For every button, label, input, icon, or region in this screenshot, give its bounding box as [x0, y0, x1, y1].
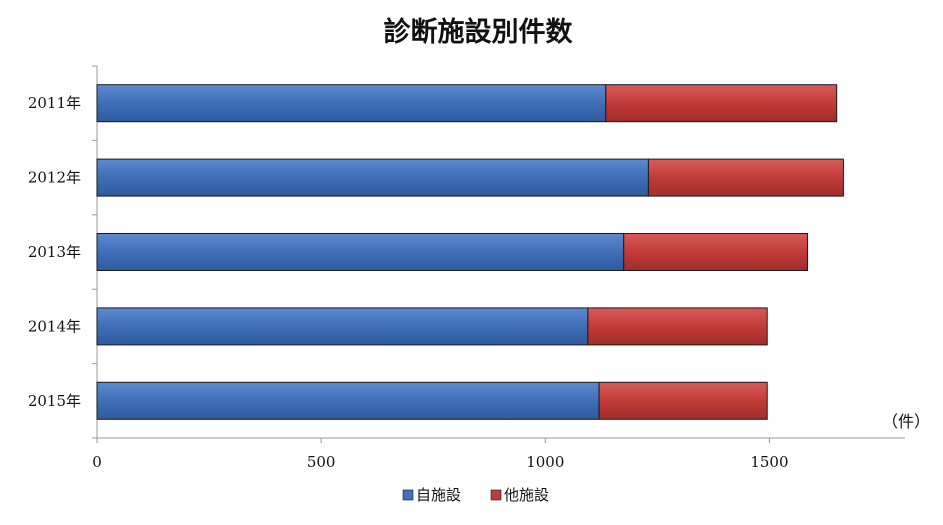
category-label: 2011年: [28, 94, 81, 112]
x-tick-label: 500: [307, 453, 336, 471]
bar-self: [96, 233, 625, 271]
bar-self: [96, 307, 589, 346]
plot-area: 0 500 1000 1500 2011年 2012年 2013年 2014年 2015年: [28, 65, 905, 471]
category-label: 2015年: [28, 392, 81, 410]
legend: 自施設 他施設: [402, 486, 549, 504]
bar-other: [587, 307, 768, 346]
bar-other: [647, 158, 844, 197]
legend-label: 他施設: [504, 486, 549, 504]
bar-self: [96, 158, 649, 197]
legend-swatch: [490, 489, 502, 501]
legend-label: 自施設: [416, 486, 461, 504]
bar-other: [598, 381, 768, 420]
x-tick-label: 1500: [750, 453, 788, 471]
x-tick-label: 0: [92, 453, 102, 471]
category-label: 2014年: [28, 317, 81, 335]
x-tick-label: 1000: [526, 453, 564, 471]
chart-title: 診断施設別件数: [384, 16, 574, 48]
legend-swatch: [402, 489, 414, 501]
bar-other: [605, 84, 838, 123]
unit-label: （件）: [882, 412, 930, 431]
category-label: 2012年: [28, 169, 81, 187]
bar-self: [96, 381, 600, 420]
category-label: 2013年: [28, 243, 81, 261]
bar-other: [623, 233, 809, 271]
bar-self: [96, 84, 607, 123]
